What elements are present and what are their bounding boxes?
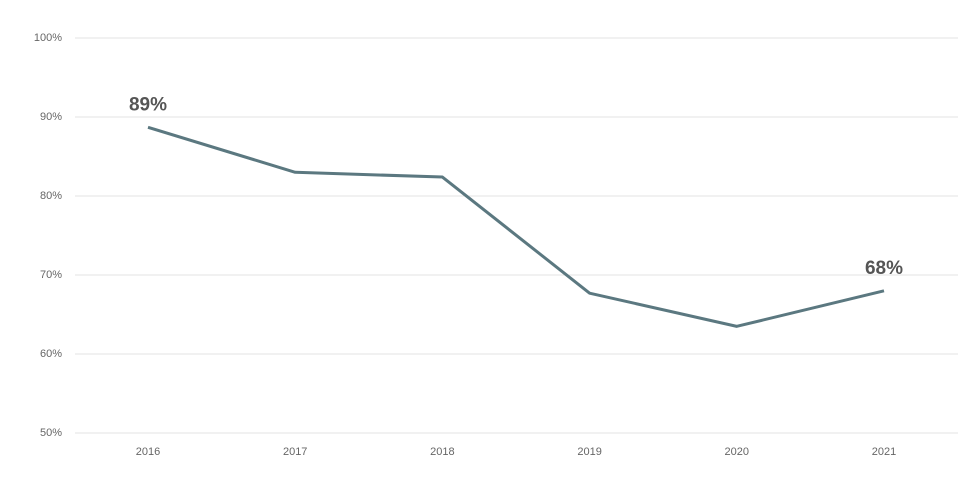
x-tick-label: 2017 — [283, 446, 307, 458]
x-tick-label: 2021 — [872, 446, 896, 458]
y-tick-label: 70% — [40, 269, 62, 281]
data-line — [147, 125, 885, 328]
data-label: 68% — [865, 258, 903, 279]
y-tick-label: 90% — [40, 111, 62, 123]
y-tick-label: 80% — [40, 190, 62, 202]
x-tick-label: 2019 — [577, 446, 601, 458]
x-tick-label: 2018 — [430, 446, 454, 458]
y-tick-label: 50% — [40, 427, 62, 439]
data-label: 89% — [129, 94, 167, 115]
y-tick-label: 60% — [40, 348, 62, 360]
x-tick-label: 2016 — [136, 446, 160, 458]
x-tick-label: 2020 — [725, 446, 749, 458]
y-tick-label: 100% — [34, 32, 62, 44]
